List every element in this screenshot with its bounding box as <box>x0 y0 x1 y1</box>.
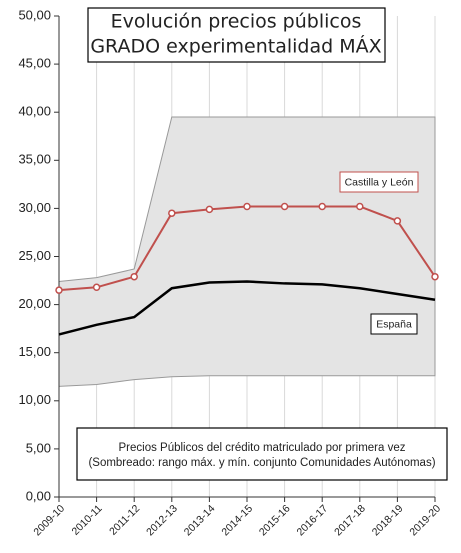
y-tick-label: 35,00 <box>18 152 51 167</box>
point <box>431 272 439 281</box>
series-line <box>58 280 436 336</box>
point <box>393 217 402 225</box>
note: (Sombreado: rango máx. y mín. conjunto C… <box>88 457 435 469</box>
y-tick-label: 45,00 <box>18 56 51 71</box>
x-tick-label: 2011-12 <box>107 502 142 537</box>
legend-label: Castilla y León <box>345 176 414 188</box>
x-tick-label: 2010-11 <box>69 502 104 537</box>
y-tick-label: 40,00 <box>18 104 51 119</box>
y-tick-label: 20,00 <box>18 296 51 311</box>
x-tick-label: 2018-19 <box>370 502 406 538</box>
y-tick-label: 25,00 <box>18 248 51 263</box>
legend-box <box>370 313 418 335</box>
title-box <box>87 7 386 63</box>
point <box>280 202 289 211</box>
y-tick-label: 15,00 <box>18 344 51 359</box>
y-tick-label: 5,00 <box>26 440 51 455</box>
chart-title: GRADO experimentalidad MÁX <box>90 35 381 58</box>
x-tick-label: 2012-13 <box>144 502 180 538</box>
point <box>168 209 176 217</box>
note-box <box>76 427 448 481</box>
chart-title: Evolución precios públicos <box>111 11 362 33</box>
x-tick-label: 2017-18 <box>332 502 368 538</box>
note: Precios Públicos del crédito matriculado… <box>119 442 406 454</box>
point <box>205 205 214 214</box>
legend-label: España <box>376 318 412 330</box>
x-tick-label: 2014-15 <box>219 502 255 538</box>
x-tick-label: 2019-20 <box>407 502 443 538</box>
point <box>243 202 251 211</box>
range-band <box>58 116 436 387</box>
point <box>356 202 364 211</box>
y-tick-label: 30,00 <box>18 200 51 215</box>
point <box>55 286 63 294</box>
x-tick-label: 2009-10 <box>31 502 67 538</box>
y-tick-label: 0,00 <box>26 488 51 503</box>
x-tick-label: 2016-17 <box>295 502 331 538</box>
x-tick-label: 2013-14 <box>182 502 218 538</box>
point <box>92 283 101 292</box>
y-tick-label: 10,00 <box>18 392 51 407</box>
legend-box <box>339 171 419 193</box>
y-tick-label: 50,00 <box>18 7 51 22</box>
x-tick-label: 2015-16 <box>257 502 293 538</box>
point <box>318 202 326 211</box>
point <box>130 272 138 281</box>
